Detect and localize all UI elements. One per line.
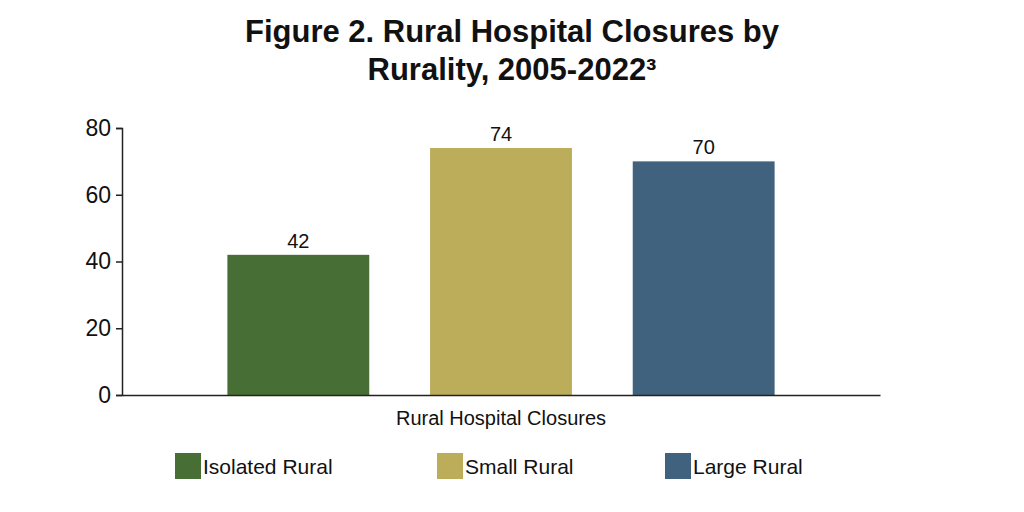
x-axis-title: Rural Hospital Closures: [396, 407, 606, 429]
legend-label: Small Rural: [465, 455, 574, 478]
y-axis: 0 20 40 60 80: [85, 115, 122, 408]
y-tick: 0: [98, 382, 122, 408]
data-label: 70: [693, 136, 715, 158]
legend-label: Isolated Rural: [203, 455, 333, 478]
y-tick-mark: [116, 128, 122, 130]
y-tick-label: 80: [85, 115, 111, 141]
legend-swatch: [437, 453, 463, 479]
y-tick-mark: [116, 395, 122, 397]
bar: [430, 148, 572, 395]
data-labels: 42 74 70: [287, 123, 715, 252]
x-axis: [123, 395, 881, 396]
title: Figure 2. Rural Hospital Closures byRura…: [245, 14, 780, 87]
data-label: 42: [287, 230, 309, 252]
legend-item: Large Rural: [665, 453, 803, 479]
y-tick-mark: [116, 195, 122, 197]
y-tick-label: 60: [85, 182, 111, 208]
legend-item: Isolated Rural: [175, 453, 333, 479]
y-tick-mark: [116, 261, 122, 263]
y-tick-label: 40: [85, 248, 111, 274]
chart: Figure 2. Rural Hospital Closures byRura…: [0, 0, 1024, 512]
y-tick-label: 0: [98, 382, 111, 408]
y-tick: 40: [85, 248, 122, 274]
y-tick-label: 20: [85, 315, 111, 341]
bar: [633, 161, 775, 395]
x-axis-line: [123, 395, 881, 397]
y-axis-line: [116, 129, 123, 396]
y-tick: 80: [85, 115, 122, 141]
y-tick: 20: [85, 315, 122, 341]
legend-label: Large Rural: [693, 455, 803, 478]
legend: Isolated Rural Small Rural Large Rural: [175, 453, 803, 479]
legend-item: Small Rural: [437, 453, 574, 479]
legend-swatch: [665, 453, 691, 479]
bars: [227, 148, 774, 395]
legend-swatch: [175, 453, 201, 479]
y-tick-mark: [116, 328, 122, 330]
data-label: 74: [490, 123, 512, 145]
y-tick: 60: [85, 182, 122, 208]
bar: [227, 255, 369, 395]
